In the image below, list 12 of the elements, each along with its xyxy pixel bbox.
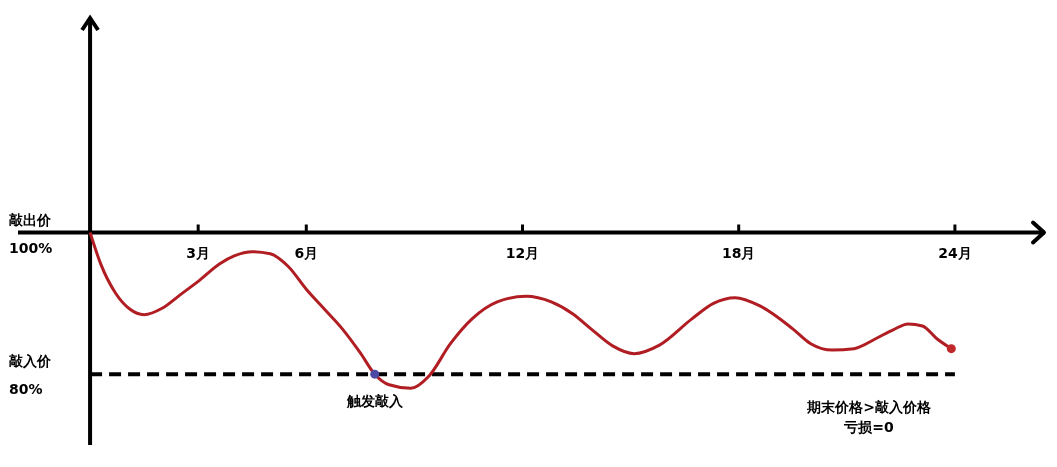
x-tick-label: 3月	[186, 244, 211, 261]
x-tick-label: 12月	[505, 244, 540, 261]
annotation: 亏损=0	[843, 419, 894, 435]
x-tick-label: 6月	[294, 244, 319, 261]
annotation: 期末价格>敲入价格	[806, 399, 932, 415]
ref-line-label: 敲入价	[9, 353, 52, 370]
x-tick-label: 24月	[938, 244, 972, 261]
annotation: 触发敲入	[345, 393, 404, 410]
annotation: 敲出价	[9, 211, 52, 228]
y-tick-label: 80%	[9, 381, 43, 398]
y-tick-label: 100%	[9, 239, 53, 256]
x-tick-label: 18月	[721, 244, 756, 261]
